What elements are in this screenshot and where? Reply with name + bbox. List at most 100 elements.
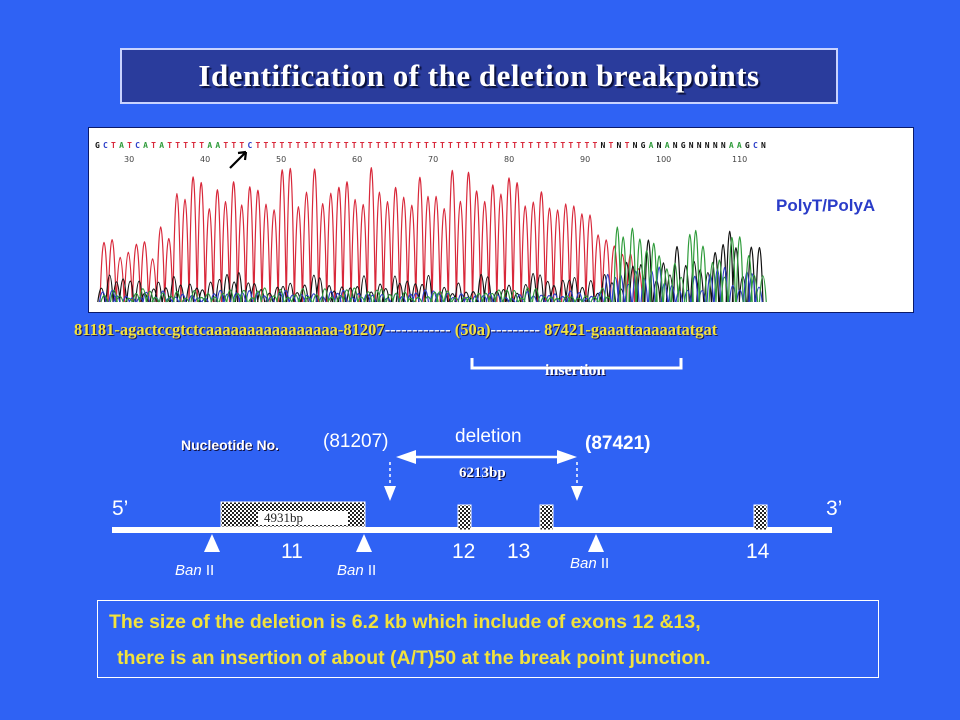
breakpoint-pointer-arrow: [229, 150, 248, 169]
ban-ii-site-1: [204, 534, 220, 552]
three-prime-label: 3’: [826, 497, 843, 520]
five-prime-label: 5’: [112, 497, 129, 520]
exon-13-box: [539, 504, 554, 531]
ban-ii-site-3: [588, 534, 604, 552]
base-call: N: [761, 141, 766, 150]
base-call: T: [384, 141, 389, 150]
base-call: G: [95, 141, 100, 150]
base-call: T: [111, 141, 116, 150]
base-call: T: [576, 141, 581, 150]
base-call: T: [352, 141, 357, 150]
base-call: N: [601, 141, 606, 150]
exon-12-label: 12: [452, 540, 476, 563]
base-call: T: [239, 141, 244, 150]
base-call: T: [199, 141, 204, 150]
base-call: T: [320, 141, 325, 150]
ban-ii-label-3: Ban II: [570, 555, 610, 572]
summary-line-1: The size of the deletion is 6.2 kb which…: [109, 611, 701, 633]
trace-g: [97, 230, 764, 303]
sequence-dashes-1: ------------: [384, 320, 451, 339]
base-call: T: [191, 141, 196, 150]
base-call: G: [745, 141, 750, 150]
sequence-insertion: (50a): [450, 320, 491, 339]
base-call: T: [127, 141, 132, 150]
base-call: T: [392, 141, 397, 150]
base-call: T: [312, 141, 317, 150]
insertion-bracket: [470, 358, 683, 370]
base-call: T: [304, 141, 309, 150]
position-number: 60: [352, 155, 362, 164]
position-number: 100: [656, 155, 671, 164]
base-call: A: [737, 141, 742, 150]
chromosome-line: [112, 527, 832, 533]
base-call: T: [552, 141, 557, 150]
position-number: 30: [124, 155, 134, 164]
exon-12-box: [457, 504, 472, 531]
base-call: T: [408, 141, 413, 150]
base-call: T: [560, 141, 565, 150]
base-call: T: [264, 141, 269, 150]
trace-a: [100, 226, 767, 303]
base-call: T: [609, 141, 614, 150]
nucleotide-label: Nucleotide No.: [181, 437, 280, 453]
base-call: T: [456, 141, 461, 150]
base-call: T: [280, 141, 285, 150]
exon-13-label: 13: [507, 540, 531, 563]
base-call: G: [641, 141, 646, 150]
position-number: 80: [504, 155, 514, 164]
base-call: T: [528, 141, 533, 150]
base-call: N: [657, 141, 662, 150]
breakpoint-left-position: (81207): [323, 431, 389, 452]
base-call: T: [416, 141, 421, 150]
title-box: Identification of the deletion breakpoin…: [120, 48, 838, 104]
base-call: T: [480, 141, 485, 150]
base-call: N: [673, 141, 678, 150]
sequence-right: 87421-gaaattaaaaatatgat: [539, 320, 718, 339]
exon-11-label-bg: [258, 511, 348, 525]
base-call: N: [617, 141, 622, 150]
position-number: 70: [428, 155, 438, 164]
base-call: A: [729, 141, 734, 150]
deletion-arrow-left-head: [396, 450, 416, 464]
base-call: T: [288, 141, 293, 150]
base-call: T: [568, 141, 573, 150]
breakpoint-right-arrowhead: [571, 486, 583, 501]
base-call: C: [247, 141, 252, 150]
base-call: T: [592, 141, 597, 150]
deletion-arrow-right-head: [557, 450, 577, 464]
base-call: N: [697, 141, 702, 150]
base-call: T: [336, 141, 341, 150]
base-call: T: [488, 141, 493, 150]
base-call: T: [296, 141, 301, 150]
base-call: N: [713, 141, 718, 150]
base-call: C: [753, 141, 758, 150]
sequence-left: 81181-agactccgtctcaaaaaaaaaaaaaaaa-81207: [74, 320, 385, 339]
base-call: T: [544, 141, 549, 150]
exon-11-size-label: 4931bp: [264, 510, 303, 525]
chromatogram-panel: [88, 127, 914, 313]
base-call: A: [143, 141, 148, 150]
base-call: N: [633, 141, 638, 150]
breakpoint-right-position: (87421): [585, 433, 651, 454]
insertion-label: insertion: [545, 362, 606, 379]
base-call: T: [424, 141, 429, 150]
base-call: T: [231, 141, 236, 150]
base-call: T: [584, 141, 589, 150]
base-call: T: [360, 141, 365, 150]
trace-t: [99, 167, 644, 303]
position-number: 40: [200, 155, 210, 164]
deletion-size-label: 6213bp: [459, 465, 506, 481]
base-call: A: [649, 141, 654, 150]
base-call: T: [504, 141, 509, 150]
base-call: A: [119, 141, 124, 150]
position-number: 90: [580, 155, 590, 164]
base-call: C: [135, 141, 140, 150]
base-call: T: [440, 141, 445, 150]
exon-14-label: 14: [746, 540, 770, 563]
base-call: T: [175, 141, 180, 150]
position-number: 110: [732, 155, 747, 164]
polyt-polya-label: PolyT/PolyA: [776, 196, 876, 215]
exon-11-label: 11: [281, 540, 303, 563]
